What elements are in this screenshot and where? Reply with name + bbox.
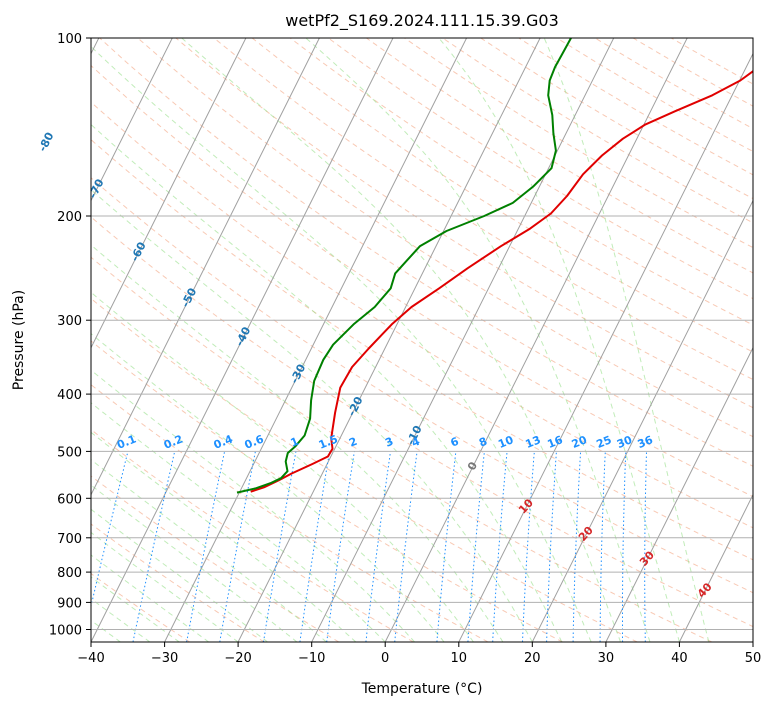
y-tick-label: 400 (57, 388, 82, 403)
mixing-ratio-line (263, 451, 297, 642)
y-tick-label: 900 (57, 596, 82, 611)
isotherm-line (531, 199, 753, 642)
mixing-ratio-line (365, 451, 391, 642)
moist-adiabat-line (91, 431, 357, 642)
isotherm-line (91, 38, 247, 349)
isotherm-line (91, 38, 394, 642)
isotherm-line (384, 38, 688, 642)
mixing-ratio-label: 36 (636, 433, 655, 451)
dry-adiabat-line (91, 101, 753, 529)
mixing-ratio-label: 16 (546, 433, 565, 451)
dry-adiabat-line (251, 38, 753, 353)
moist-adiabat-line (91, 189, 533, 642)
y-tick-label: 600 (57, 492, 82, 507)
y-tick-label: 100 (57, 32, 82, 47)
mixing-ratio-label: 2 (347, 435, 359, 450)
x-tick-label: 50 (745, 651, 762, 666)
isotherm-line (237, 38, 541, 642)
x-tick-label: 40 (671, 651, 688, 666)
plot-frame (90, 37, 754, 643)
mixing-ratio-line (394, 451, 418, 642)
dry-adiabat-line (91, 384, 489, 642)
dry-adiabat-line (91, 256, 713, 642)
y-tick-label: 300 (57, 314, 82, 329)
dry-adiabat-line (91, 340, 563, 642)
moist-adiabat-line (91, 291, 474, 642)
dewpoint-profile-line (236, 38, 572, 494)
dry-adiabat-line (99, 38, 753, 467)
mixing-ratio-line (299, 451, 331, 642)
x-tick-label: −40 (77, 651, 104, 666)
dry-adiabat-line (91, 216, 753, 628)
x-tick-label: 20 (524, 651, 541, 666)
x-tick-label: 30 (598, 651, 615, 666)
isotherm-line (605, 346, 753, 642)
moist-adiabat-line (305, 38, 651, 642)
x-tick-label: −20 (224, 651, 251, 666)
x-tick-label: −30 (151, 651, 178, 666)
x-tick-label: 10 (451, 651, 468, 666)
moist-adiabat-line (91, 484, 298, 642)
y-tick-label: 1000 (49, 624, 82, 639)
moist-adiabat-line (181, 38, 622, 642)
x-tick-label: 0 (381, 651, 389, 666)
mixing-ratio-label: 20 (570, 433, 589, 451)
mixing-ratio-line (326, 451, 355, 642)
y-tick-label: 500 (57, 445, 82, 460)
y-tick-label: 200 (57, 210, 82, 225)
mixing-ratio-line (436, 451, 457, 642)
moist-adiabat-line (91, 459, 327, 642)
x-axis-title: Temperature (°C) (361, 681, 483, 697)
x-tick-label: −10 (298, 651, 325, 666)
y-tick-label: 800 (57, 566, 82, 581)
y-tick-label: 700 (57, 532, 82, 547)
y-axis-title: Pressure (hPa) (11, 290, 27, 390)
isotherm-line (311, 38, 615, 642)
mixing-ratio-label: 30 (615, 433, 634, 451)
mixing-ratio-line (91, 451, 129, 609)
mixing-ratio-label: 3 (383, 435, 395, 450)
moist-adiabat-line (543, 38, 710, 642)
moist-adiabat-line (91, 123, 563, 642)
dry-adiabat-line (91, 297, 638, 642)
isotherm-line (164, 38, 468, 642)
dry-adiabat-line (91, 475, 340, 642)
temperature-profile-line (250, 70, 753, 493)
mixing-ratio-label: 1 (289, 435, 301, 450)
isotherm-line (91, 38, 173, 202)
mixing-ratio-label: 10 (496, 433, 515, 451)
mixing-ratio-label: 13 (524, 433, 543, 451)
mixing-ratio-label: 25 (594, 433, 613, 451)
dry-adiabat-line (91, 177, 753, 594)
moist-adiabat-line (91, 369, 415, 642)
plot-title: wetPf2_S169.2024.111.15.39.G03 (285, 11, 559, 31)
dry-adiabat-line (175, 38, 753, 409)
moist-adiabat-line (91, 332, 445, 642)
isotherm-line (678, 493, 753, 642)
moist-adiabat-line (91, 45, 592, 642)
isotherm-line (458, 52, 753, 642)
mixing-ratio-label: 8 (477, 435, 489, 450)
isotherm-line (91, 38, 320, 496)
dry-adiabat-line (91, 572, 190, 642)
dry-adiabat-line (91, 64, 753, 498)
dry-adiabat-line (328, 38, 753, 300)
